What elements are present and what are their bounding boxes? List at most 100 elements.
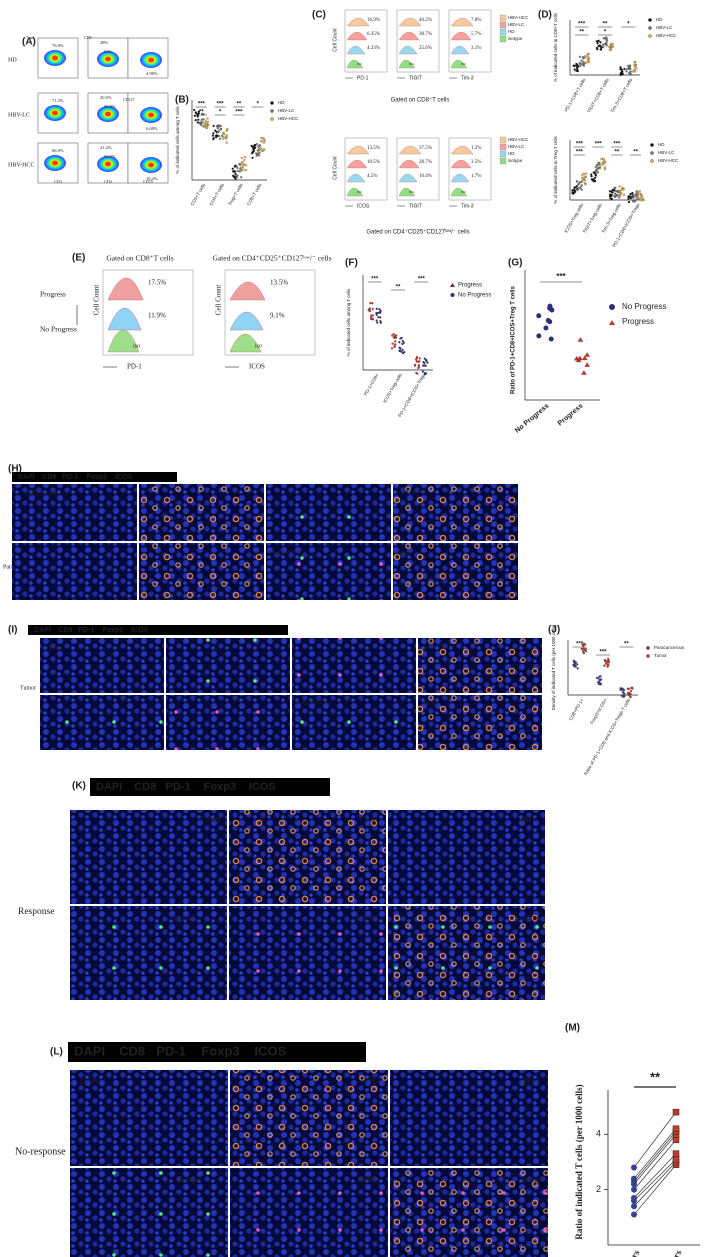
percent: 71.3%	[52, 98, 64, 103]
dot	[198, 122, 201, 125]
histogram	[398, 187, 416, 197]
significance: ***	[578, 22, 586, 28]
dot	[259, 148, 262, 151]
dot	[672, 1155, 680, 1163]
dot	[422, 361, 425, 364]
stain-label: CD8	[42, 474, 56, 481]
x-tick-label: No Progress	[514, 403, 550, 435]
axis-label: 7aad	[26, 35, 34, 40]
dot	[605, 41, 608, 44]
legend-label: HBV-HCC	[508, 15, 529, 20]
dot	[203, 118, 206, 121]
dot	[629, 64, 632, 67]
x-tick-label: Tim-3+CD8+T cells	[610, 77, 634, 113]
percent: 25.6%	[419, 46, 432, 51]
dot	[603, 664, 606, 667]
micrograph	[388, 810, 545, 904]
dot	[200, 118, 203, 121]
percent: 17.5%	[148, 279, 166, 287]
legend-label: HBV-HCC	[656, 33, 677, 38]
dot	[547, 303, 553, 309]
y-tick-label: 2	[596, 1184, 601, 1194]
dot	[579, 185, 582, 189]
histogram	[107, 330, 140, 353]
dot	[225, 141, 228, 144]
dot	[219, 124, 222, 128]
dot	[607, 661, 611, 664]
dot	[212, 124, 215, 128]
dot	[616, 190, 619, 194]
percent: 20.5%	[100, 95, 112, 100]
dot	[217, 124, 220, 128]
histogram	[398, 31, 420, 41]
dot	[572, 659, 576, 662]
dot	[398, 349, 401, 352]
dot	[587, 52, 590, 56]
panel-label: (G)	[508, 258, 522, 269]
significance: ***	[613, 142, 621, 148]
legend-label: HD	[278, 100, 285, 105]
percent: 9.1%	[270, 312, 285, 320]
dot	[631, 1194, 637, 1201]
dot	[600, 678, 603, 681]
dot	[582, 177, 585, 180]
dot	[423, 364, 426, 367]
pair-line	[633, 1153, 677, 1199]
significance: *	[604, 30, 607, 36]
stain-label: Foxp3	[201, 1043, 239, 1058]
panel-label: (K)	[72, 781, 86, 792]
legend-label: HBV-HCC	[508, 137, 529, 142]
iso-label: iso	[357, 61, 362, 66]
histogram	[398, 173, 418, 183]
stain-label: Foxp3	[103, 627, 124, 634]
percent: 58.8%	[104, 104, 116, 109]
dot	[375, 313, 378, 316]
significance: ***	[595, 142, 603, 148]
dot	[194, 119, 197, 122]
marker-label: PD-1	[357, 75, 369, 81]
dot	[418, 357, 421, 360]
percent: 28%	[100, 40, 109, 45]
percent: 7.8%	[471, 18, 481, 23]
micrograph-overlay	[266, 543, 391, 600]
histogram	[398, 145, 422, 155]
y-axis-label: % of indicated cells in Treg T cells	[553, 135, 558, 203]
density	[105, 161, 111, 167]
legend-marker	[650, 143, 654, 147]
dot	[612, 189, 615, 192]
row-label: Tumor	[20, 685, 36, 691]
dot	[197, 112, 200, 115]
dot	[576, 69, 579, 72]
significance: **	[237, 102, 242, 108]
dot	[601, 163, 604, 166]
dot	[262, 148, 265, 151]
dot	[251, 156, 254, 159]
dot	[231, 167, 234, 170]
dot	[254, 144, 257, 147]
dot	[573, 64, 576, 68]
legend-label: HD	[508, 151, 515, 156]
tile-label: Foxp3	[180, 1175, 200, 1184]
density	[148, 112, 154, 118]
dot	[622, 193, 626, 196]
dot	[586, 61, 589, 64]
dot	[641, 194, 644, 197]
stain-label: PD-1	[156, 1043, 186, 1058]
legend-label: HBV-LC	[656, 25, 673, 30]
axis-label: CD25	[143, 179, 153, 184]
significance: ***	[235, 110, 243, 116]
stain-label: Foxp3	[204, 781, 236, 793]
dot	[416, 372, 419, 375]
significance: ***	[556, 272, 566, 281]
dot	[401, 348, 404, 352]
panel-label: (M)	[565, 1023, 580, 1034]
dot	[590, 173, 593, 176]
dot	[578, 55, 581, 58]
percent: 3.5%	[471, 160, 481, 165]
dot	[585, 172, 588, 175]
dot	[598, 166, 601, 170]
dot	[632, 200, 635, 203]
panel-label: (J)	[548, 625, 560, 636]
dot	[625, 70, 628, 73]
tile-label: merge	[424, 700, 439, 706]
